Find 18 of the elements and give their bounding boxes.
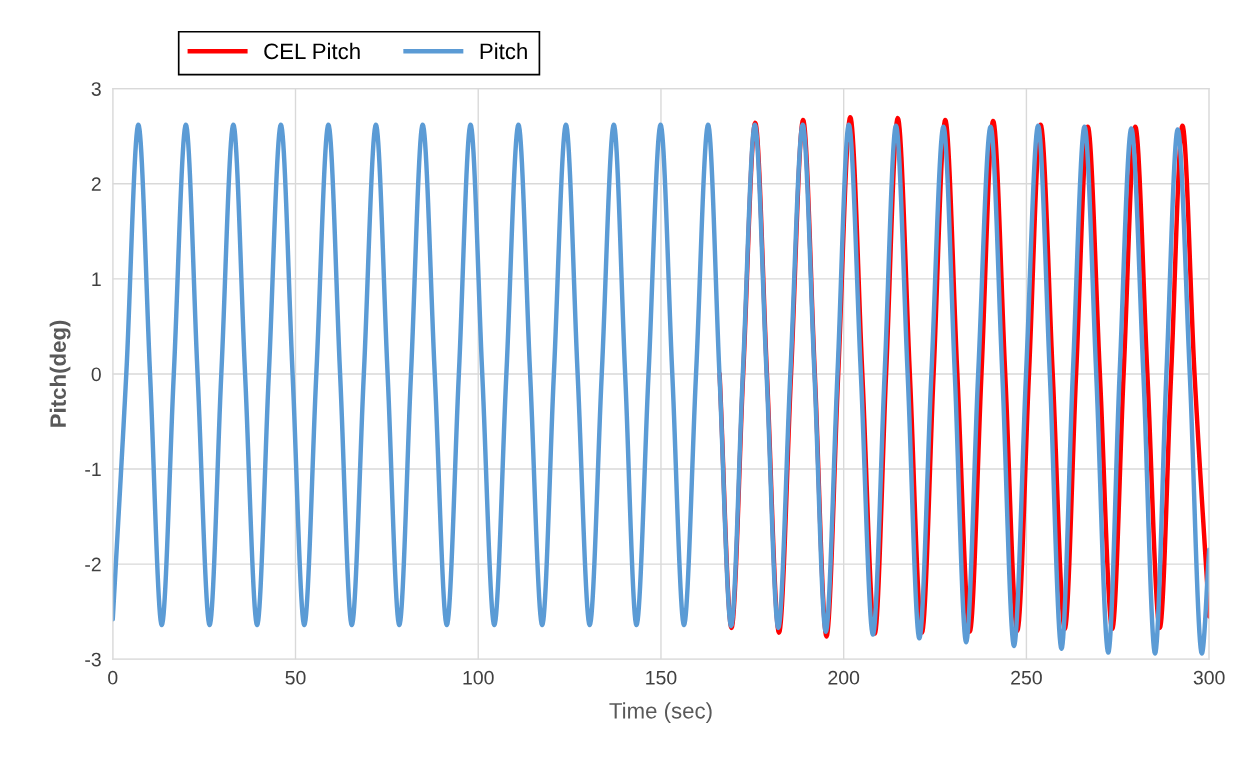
x-tick-label: 100 [463,670,494,685]
y-tick-label: -1 [85,462,101,477]
x-tick-label: 0 [108,670,118,685]
legend-label: CEL Pitch [264,42,360,60]
y-tick-label: 0 [91,367,101,382]
x-tick-label: 200 [828,670,860,685]
legend-label: Pitch [480,42,527,60]
x-tick-label: 300 [1193,670,1225,685]
y-tick-label: -2 [85,557,101,572]
y-axis-title: Pitch(deg) [49,320,71,427]
y-tick-label: 3 [91,82,101,96]
x-axis-title: Time (sec) [609,702,712,724]
y-tick-label: -3 [85,652,101,667]
y-tick-label: 1 [92,272,101,286]
y-tick-label: 2 [91,177,101,191]
x-tick-label: 150 [646,670,677,685]
x-tick-label: 250 [1011,670,1042,685]
x-tick-label: 50 [285,670,306,685]
